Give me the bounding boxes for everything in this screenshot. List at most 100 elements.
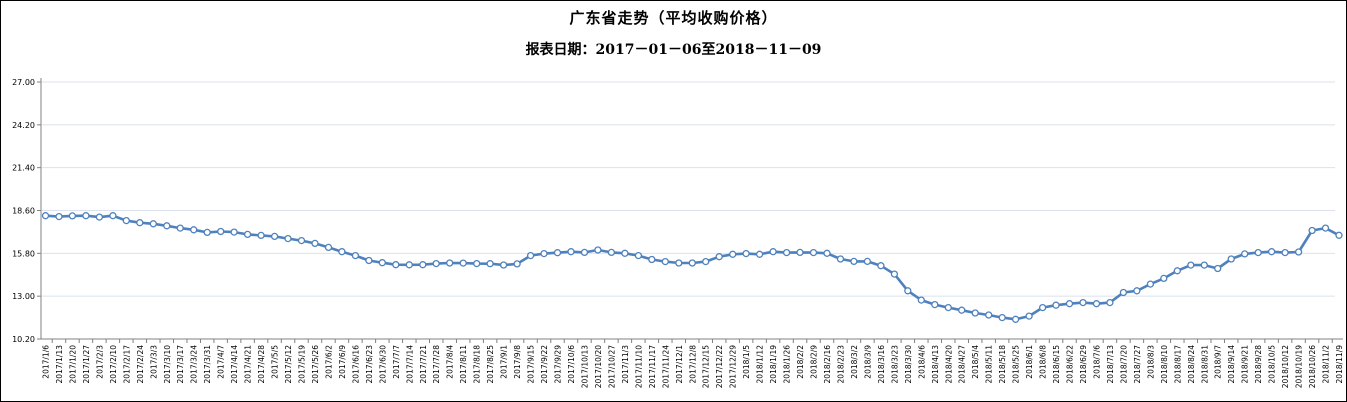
svg-text:2018/2/23: 2018/2/23 — [836, 345, 845, 384]
svg-text:2017/6/16: 2017/6/16 — [351, 345, 360, 384]
y-axis-labels: 10.20 13.00 15.80 18.60 21.40 24.20 27.00 — [12, 78, 35, 344]
svg-text:27.00: 27.00 — [12, 78, 35, 87]
svg-text:2018/4/6: 2018/4/6 — [917, 345, 926, 379]
svg-text:2018/4/20: 2018/4/20 — [944, 345, 953, 384]
svg-text:24.20: 24.20 — [12, 121, 35, 130]
svg-text:2018/6/1: 2018/6/1 — [1025, 345, 1034, 379]
svg-text:2017/10/27: 2017/10/27 — [607, 345, 616, 388]
svg-text:2017/7/21: 2017/7/21 — [419, 345, 428, 384]
svg-text:2018/9/14: 2018/9/14 — [1227, 345, 1236, 384]
svg-text:2018/7/27: 2018/7/27 — [1133, 345, 1142, 384]
svg-text:2017/8/18: 2017/8/18 — [473, 345, 482, 384]
svg-text:2017/11/24: 2017/11/24 — [661, 345, 670, 388]
page-title: 广东省走势（平均收购价格） — [569, 9, 778, 27]
svg-text:2017/7/14: 2017/7/14 — [405, 345, 414, 384]
svg-text:2017/9/8: 2017/9/8 — [513, 345, 522, 379]
svg-text:2018/4/13: 2018/4/13 — [931, 345, 940, 384]
svg-text:2018/8/17: 2018/8/17 — [1173, 345, 1182, 384]
svg-text:2017/8/11: 2017/8/11 — [459, 345, 468, 384]
svg-text:2017/5/19: 2017/5/19 — [298, 345, 307, 384]
svg-text:2018/2/2: 2018/2/2 — [796, 345, 805, 379]
svg-text:2018/8/3: 2018/8/3 — [1146, 345, 1155, 379]
svg-text:2018/1/26: 2018/1/26 — [783, 345, 792, 384]
svg-text:2017/10/6: 2017/10/6 — [567, 345, 576, 384]
svg-text:2017/11/17: 2017/11/17 — [648, 345, 657, 388]
svg-text:2017/2/24: 2017/2/24 — [136, 345, 145, 384]
svg-text:2018/4/27: 2018/4/27 — [958, 345, 967, 384]
trend-chart: 10.20 13.00 15.80 18.60 21.40 24.20 27.00 2017/… — [12, 78, 1345, 388]
svg-text:2018/1/5: 2018/1/5 — [742, 345, 751, 379]
svg-text:2018/9/21: 2018/9/21 — [1241, 345, 1250, 384]
svg-text:2018/5/25: 2018/5/25 — [1012, 345, 1021, 384]
svg-text:2017/7/28: 2017/7/28 — [432, 345, 441, 384]
svg-text:2017/12/29: 2017/12/29 — [729, 345, 738, 388]
svg-text:2017/12/15: 2017/12/15 — [702, 345, 711, 388]
svg-text:2017/3/10: 2017/3/10 — [163, 345, 172, 384]
svg-text:2017/12/8: 2017/12/8 — [688, 345, 697, 384]
svg-text:2017/4/28: 2017/4/28 — [257, 345, 266, 384]
svg-text:2018/3/23: 2018/3/23 — [890, 345, 899, 384]
svg-text:2017/6/30: 2017/6/30 — [378, 345, 387, 384]
svg-text:2018/5/4: 2018/5/4 — [971, 345, 980, 379]
svg-text:2017/11/10: 2017/11/10 — [634, 345, 643, 388]
svg-text:2018/1/19: 2018/1/19 — [769, 345, 778, 384]
svg-text:2017/3/31: 2017/3/31 — [203, 345, 212, 384]
svg-text:2017/6/2: 2017/6/2 — [324, 345, 333, 379]
svg-text:15.80: 15.80 — [12, 249, 35, 258]
svg-text:2018/9/28: 2018/9/28 — [1254, 345, 1263, 384]
svg-text:2017/3/3: 2017/3/3 — [149, 345, 158, 379]
svg-text:2017/9/22: 2017/9/22 — [540, 345, 549, 384]
svg-text:2018/5/18: 2018/5/18 — [998, 345, 1007, 384]
svg-text:2017/10/20: 2017/10/20 — [594, 345, 603, 388]
svg-text:2017/9/29: 2017/9/29 — [554, 345, 563, 384]
svg-text:2017/6/9: 2017/6/9 — [338, 345, 347, 379]
svg-text:18.60: 18.60 — [12, 207, 35, 216]
svg-text:2017/2/10: 2017/2/10 — [109, 345, 118, 384]
svg-text:2017/7/7: 2017/7/7 — [392, 345, 401, 379]
svg-text:2018/7/20: 2018/7/20 — [1119, 345, 1128, 384]
svg-text:2017/2/3: 2017/2/3 — [95, 345, 104, 379]
svg-text:2018/7/6: 2018/7/6 — [1092, 345, 1101, 379]
svg-text:2017/4/14: 2017/4/14 — [230, 345, 239, 384]
svg-text:2018/2/16: 2018/2/16 — [823, 345, 832, 384]
svg-text:2017/1/20: 2017/1/20 — [68, 345, 77, 384]
x-axis-labels: 2017/1/6 2017/1/13 2017/1/20 2017/1/27 2017/… — [42, 345, 1345, 388]
svg-text:2017/4/7: 2017/4/7 — [217, 345, 226, 379]
svg-text:2018/7/13: 2018/7/13 — [1106, 345, 1115, 384]
svg-text:2018/8/10: 2018/8/10 — [1160, 345, 1169, 384]
svg-text:2018/8/31: 2018/8/31 — [1200, 345, 1209, 384]
svg-text:2018/3/16: 2018/3/16 — [877, 345, 886, 384]
svg-text:2017/5/5: 2017/5/5 — [271, 345, 280, 379]
svg-text:2018/11/2: 2018/11/2 — [1322, 345, 1331, 384]
svg-text:2018/1/12: 2018/1/12 — [756, 345, 765, 384]
svg-text:2018/6/8: 2018/6/8 — [1039, 345, 1048, 379]
svg-text:2018/11/9: 2018/11/9 — [1335, 345, 1344, 384]
svg-text:2017/10/13: 2017/10/13 — [580, 345, 589, 388]
svg-text:2017/3/24: 2017/3/24 — [190, 345, 199, 384]
svg-text:2018/6/22: 2018/6/22 — [1066, 345, 1075, 384]
svg-text:21.40: 21.40 — [12, 164, 35, 173]
svg-text:2017/1/27: 2017/1/27 — [82, 345, 91, 384]
svg-text:2017/8/25: 2017/8/25 — [486, 345, 495, 384]
report-date-subtitle: 报表日期：2017－01－06至2018－11－09 — [525, 42, 822, 58]
svg-text:10.20: 10.20 — [12, 335, 35, 344]
svg-text:2017/9/15: 2017/9/15 — [527, 345, 536, 384]
y-gridlines — [37, 81, 1335, 340]
svg-text:2017/4/21: 2017/4/21 — [244, 345, 253, 384]
svg-text:2017/5/12: 2017/5/12 — [284, 345, 293, 384]
svg-text:2017/8/4: 2017/8/4 — [446, 345, 455, 379]
svg-text:2018/10/5: 2018/10/5 — [1268, 345, 1277, 384]
svg-text:2018/10/12: 2018/10/12 — [1281, 345, 1290, 388]
svg-text:2017/9/1: 2017/9/1 — [500, 345, 509, 379]
svg-text:2018/6/29: 2018/6/29 — [1079, 345, 1088, 384]
svg-text:2018/10/26: 2018/10/26 — [1308, 345, 1317, 388]
svg-text:2018/2/9: 2018/2/9 — [810, 345, 819, 379]
svg-text:2018/5/11: 2018/5/11 — [985, 345, 994, 384]
svg-text:2018/3/9: 2018/3/9 — [863, 345, 872, 379]
x-axis-ticks — [51, 339, 1333, 343]
svg-text:2018/3/30: 2018/3/30 — [904, 345, 913, 384]
svg-text:2017/11/3: 2017/11/3 — [621, 345, 630, 384]
price-line — [44, 214, 1341, 321]
svg-text:2017/6/23: 2017/6/23 — [365, 345, 374, 384]
